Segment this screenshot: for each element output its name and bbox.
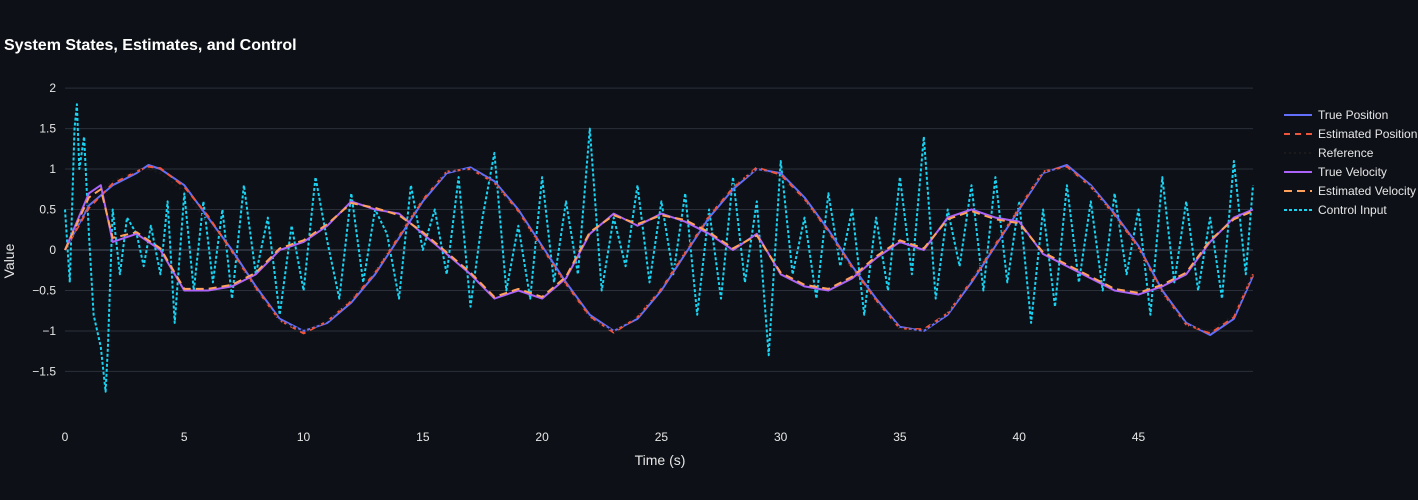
x-tick-label: 25 [655,430,669,444]
series-line-true-velocity [64,184,1254,300]
legend-label: Estimated Velocity [1318,184,1416,198]
grid [65,87,1253,372]
legend-item-estimated-position[interactable]: Estimated Position [1284,127,1417,141]
x-tick-label: 30 [774,430,788,444]
y-tick-label: 1.5 [39,122,56,136]
x-axis: 0 5 10 15 20 25 30 35 40 45 [62,430,1146,444]
legend-item-true-velocity[interactable]: True Velocity [1284,165,1387,179]
y-tick-label: −1.5 [32,364,56,378]
y-tick-label: −1 [42,324,56,338]
x-tick-label: 20 [535,430,549,444]
legend-item-estimated-velocity[interactable]: Estimated Velocity [1284,184,1416,198]
legend-item-control-input[interactable]: Control Input [1284,203,1387,217]
x-tick-label: 10 [297,430,311,444]
legend-label: Reference [1318,146,1374,160]
legend-label: True Position [1318,108,1388,122]
x-tick-label: 35 [893,430,907,444]
x-tick-label: 15 [416,430,430,444]
chart-title: System States, Estimates, and Control [4,37,297,54]
legend[interactable]: True Position Estimated Position Reference… [1284,108,1417,217]
y-axis-title: Value [1,243,17,278]
legend-label: Estimated Position [1318,127,1417,141]
y-tick-label: 1 [49,162,56,176]
series-line-control-input [64,103,1254,393]
legend-label: Control Input [1318,203,1387,217]
series-group [64,103,1254,393]
legend-label: True Velocity [1318,165,1387,179]
x-axis-title: Time (s) [635,452,686,468]
series-line-reference [64,168,1254,332]
legend-item-true-position[interactable]: True Position [1284,108,1388,122]
x-tick-label: 45 [1132,430,1146,444]
y-axis: 2 1.5 1 0.5 0 −0.5 −1 −1.5 [32,81,56,378]
legend-item-reference[interactable]: Reference [1284,146,1374,160]
x-tick-label: 5 [181,430,188,444]
y-tick-label: 0.5 [39,203,56,217]
series-line-estimated-position [64,165,1254,335]
x-tick-label: 0 [62,430,69,444]
y-tick-label: 2 [49,81,56,95]
y-tick-label: 0 [49,243,56,257]
x-tick-label: 40 [1013,430,1027,444]
y-tick-label: −0.5 [32,283,56,297]
